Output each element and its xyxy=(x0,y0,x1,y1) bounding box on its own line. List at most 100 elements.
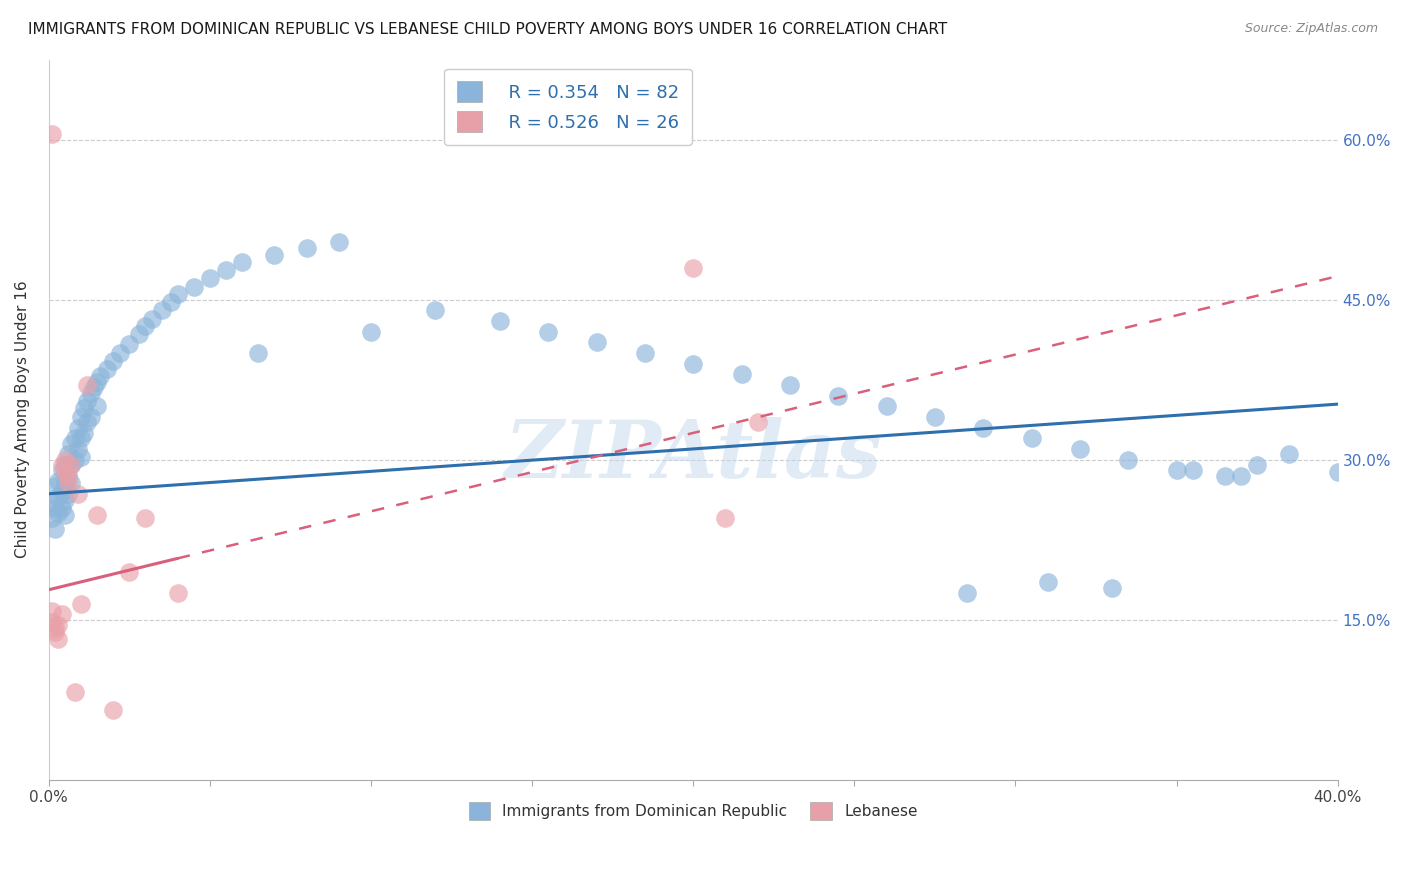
Point xyxy=(76,415,98,429)
Point xyxy=(489,314,512,328)
Point xyxy=(76,378,98,392)
Legend: Immigrants from Dominican Republic, Lebanese: Immigrants from Dominican Republic, Leba… xyxy=(463,796,924,826)
Point xyxy=(328,235,350,249)
Point xyxy=(70,450,93,465)
Point xyxy=(166,586,188,600)
Point xyxy=(118,337,141,351)
Point xyxy=(215,262,238,277)
Point xyxy=(44,522,66,536)
Point xyxy=(1230,468,1253,483)
Point xyxy=(70,409,93,424)
Point xyxy=(48,506,70,520)
Point xyxy=(83,380,105,394)
Point xyxy=(86,508,108,522)
Point xyxy=(108,346,131,360)
Point xyxy=(1116,452,1139,467)
Point xyxy=(1326,466,1348,480)
Point xyxy=(972,420,994,434)
Point xyxy=(166,287,188,301)
Point xyxy=(118,565,141,579)
Point xyxy=(56,468,79,483)
Point xyxy=(141,311,163,326)
Point xyxy=(66,487,89,501)
Point xyxy=(44,500,66,515)
Point xyxy=(51,500,73,515)
Point xyxy=(747,415,769,429)
Point xyxy=(103,354,125,368)
Point xyxy=(231,255,253,269)
Point xyxy=(73,401,96,416)
Point xyxy=(86,399,108,413)
Point xyxy=(53,476,76,491)
Point xyxy=(44,479,66,493)
Point xyxy=(827,389,849,403)
Point xyxy=(41,495,63,509)
Point xyxy=(79,386,101,401)
Point xyxy=(103,703,125,717)
Point xyxy=(86,375,108,389)
Point xyxy=(48,490,70,504)
Point xyxy=(51,484,73,499)
Point xyxy=(63,431,86,445)
Point xyxy=(128,326,150,341)
Point xyxy=(1278,447,1301,461)
Point xyxy=(714,511,737,525)
Point xyxy=(63,685,86,699)
Point xyxy=(44,621,66,635)
Point xyxy=(682,357,704,371)
Point xyxy=(1101,581,1123,595)
Point xyxy=(53,493,76,508)
Point xyxy=(60,458,83,472)
Point xyxy=(1246,458,1268,472)
Point xyxy=(247,346,270,360)
Point xyxy=(48,618,70,632)
Point xyxy=(1166,463,1188,477)
Point xyxy=(183,280,205,294)
Point xyxy=(924,409,946,424)
Y-axis label: Child Poverty Among Boys Under 16: Child Poverty Among Boys Under 16 xyxy=(15,281,30,558)
Point xyxy=(360,325,382,339)
Point xyxy=(56,468,79,483)
Point xyxy=(263,248,285,262)
Point xyxy=(73,425,96,440)
Point xyxy=(1021,431,1043,445)
Point xyxy=(682,260,704,275)
Point xyxy=(53,458,76,472)
Point xyxy=(1069,442,1091,456)
Point xyxy=(198,271,221,285)
Point xyxy=(634,346,657,360)
Point xyxy=(89,369,111,384)
Point xyxy=(51,458,73,472)
Point xyxy=(150,303,173,318)
Point xyxy=(730,368,752,382)
Point xyxy=(53,466,76,480)
Point xyxy=(41,128,63,142)
Point xyxy=(425,303,447,318)
Point xyxy=(537,325,560,339)
Point xyxy=(44,625,66,640)
Point xyxy=(585,335,607,350)
Point xyxy=(1036,575,1059,590)
Text: Source: ZipAtlas.com: Source: ZipAtlas.com xyxy=(1244,22,1378,36)
Point xyxy=(56,476,79,491)
Point xyxy=(76,393,98,408)
Point xyxy=(53,508,76,522)
Point xyxy=(66,442,89,456)
Point xyxy=(41,615,63,629)
Point xyxy=(48,632,70,646)
Point xyxy=(60,458,83,472)
Point xyxy=(295,241,318,255)
Point xyxy=(48,474,70,488)
Point xyxy=(876,399,898,413)
Text: IMMIGRANTS FROM DOMINICAN REPUBLIC VS LEBANESE CHILD POVERTY AMONG BOYS UNDER 16: IMMIGRANTS FROM DOMINICAN REPUBLIC VS LE… xyxy=(28,22,948,37)
Text: ZIPAtlas: ZIPAtlas xyxy=(505,417,882,494)
Point xyxy=(53,452,76,467)
Point xyxy=(96,362,118,376)
Point xyxy=(56,487,79,501)
Point xyxy=(70,431,93,445)
Point xyxy=(60,436,83,450)
Point xyxy=(51,463,73,477)
Point xyxy=(1213,468,1236,483)
Point xyxy=(134,319,156,334)
Point xyxy=(41,511,63,525)
